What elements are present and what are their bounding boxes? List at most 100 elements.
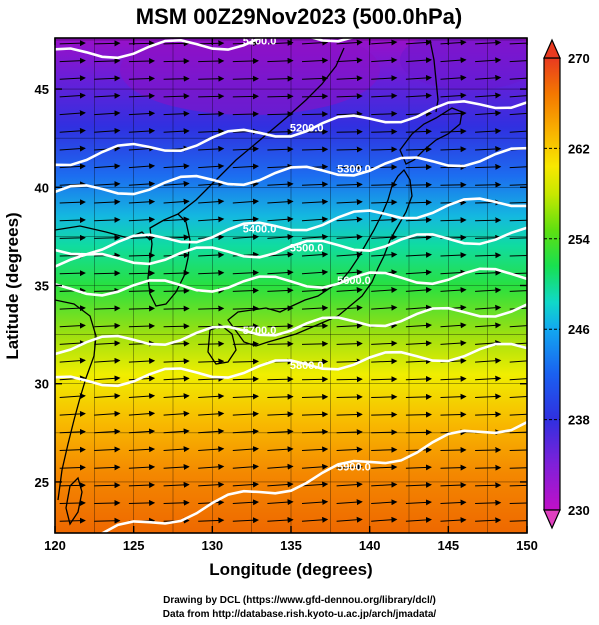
wind-arrow [509, 378, 527, 381]
wind-arrow [232, 234, 259, 241]
wind-arrow [509, 255, 527, 257]
wind-arrow [267, 393, 294, 400]
wind-arrow [59, 57, 86, 64]
wind-arrow [336, 411, 363, 418]
wind-arrow [509, 237, 527, 239]
wind-arrow [475, 411, 502, 418]
wind-arrow [59, 127, 86, 134]
wind-arrow [440, 287, 467, 294]
wind-arrow [336, 216, 363, 223]
wind-arrow [301, 481, 329, 488]
wind-arrow [405, 146, 432, 153]
wind-arrow [94, 163, 121, 170]
wind-arrow [371, 39, 398, 46]
height-contour-line [55, 146, 527, 196]
wind-arrow [336, 287, 363, 294]
wind-arrow [232, 499, 259, 506]
wind-arrow [509, 467, 527, 469]
wind-arrow [440, 499, 467, 506]
wind-arrow [198, 517, 225, 524]
wind-arrow [94, 57, 121, 64]
wind-arrow [94, 198, 121, 205]
wind-arrow [440, 393, 467, 400]
x-tick-label: 145 [437, 538, 459, 553]
wind-arrow [475, 499, 502, 506]
wind-arrow [128, 163, 156, 170]
wind-arrow [128, 323, 156, 330]
wind-arrow [336, 164, 363, 171]
wind-arrow [475, 357, 502, 364]
wind-arrow [59, 145, 86, 152]
wind-arrow [509, 77, 527, 80]
wind-arrow [336, 146, 363, 153]
wind-arrow [301, 233, 329, 240]
wind-arrow [128, 110, 156, 117]
wind-arrow [301, 111, 329, 118]
wind-arrow [232, 146, 259, 153]
wind-arrow [59, 517, 86, 524]
height-contour-label: 5800.0 [290, 360, 324, 372]
x-tick-label: 125 [123, 538, 145, 553]
wind-arrow [440, 57, 467, 64]
wind-arrow [405, 411, 432, 418]
wind-arrow [198, 481, 225, 488]
wind-arrow [267, 216, 294, 223]
wind-arrow [163, 128, 190, 135]
wind-arrow [336, 111, 363, 118]
wind-arrow [475, 234, 502, 241]
height-contour-line [55, 303, 527, 356]
taiwan-coastline [65, 476, 83, 526]
wind-arrow [475, 181, 502, 188]
wind-arrow [475, 145, 502, 152]
wind-arrow [232, 358, 259, 365]
wind-arrow [59, 163, 86, 170]
wind-arrow [405, 128, 432, 135]
wind-arrow [405, 516, 432, 523]
wind-arrow [94, 393, 121, 400]
wind-arrow [198, 40, 225, 47]
wind-arrow [267, 517, 294, 523]
colorbar-ticks: 230 238 246 254 262 270 [544, 51, 590, 518]
wind-arrow [336, 199, 363, 206]
wind-arrow [59, 410, 86, 417]
wind-arrow [267, 198, 294, 205]
wind-arrow [163, 270, 190, 277]
height-contour-label: 5700.0 [243, 325, 277, 337]
wind-arrow [198, 58, 225, 65]
wind-arrow [301, 287, 329, 294]
wind-arrow [232, 428, 259, 435]
x-axis-ticks: 120 125 130 135 140 145 150 [44, 38, 538, 553]
wind-arrow [232, 446, 259, 453]
wind-arrow [59, 181, 86, 188]
wind-arrow [405, 499, 432, 506]
wind-arrow [475, 128, 502, 135]
wind-arrow [475, 74, 502, 81]
wind-arrow [267, 323, 294, 330]
wind-arrow [509, 413, 527, 416]
wind-arrow [267, 251, 294, 258]
wind-arrow [198, 145, 225, 152]
wind-arrow [440, 269, 467, 276]
wind-arrow [405, 376, 432, 382]
wind-arrow [405, 57, 432, 64]
wind-arrow [509, 95, 527, 98]
height-contour-line [55, 99, 527, 167]
wind-arrow [509, 290, 527, 292]
wind-arrow [267, 428, 294, 435]
wind-arrow [301, 516, 329, 523]
wind-arrow [301, 251, 329, 258]
wind-arrow [405, 92, 432, 99]
wind-arrow [440, 411, 467, 418]
wind-arrow [128, 75, 156, 82]
x-tick-label: 150 [516, 538, 538, 553]
wind-arrow [405, 304, 432, 311]
wind-arrow [475, 322, 502, 329]
wind-arrow [336, 251, 363, 258]
height-contour-line [55, 267, 527, 297]
wind-arrow [371, 92, 398, 99]
wind-arrow [405, 286, 432, 293]
wind-arrow [232, 163, 259, 170]
wind-arrow [475, 375, 502, 382]
wind-arrow [371, 304, 398, 311]
wind-arrow [371, 128, 398, 135]
